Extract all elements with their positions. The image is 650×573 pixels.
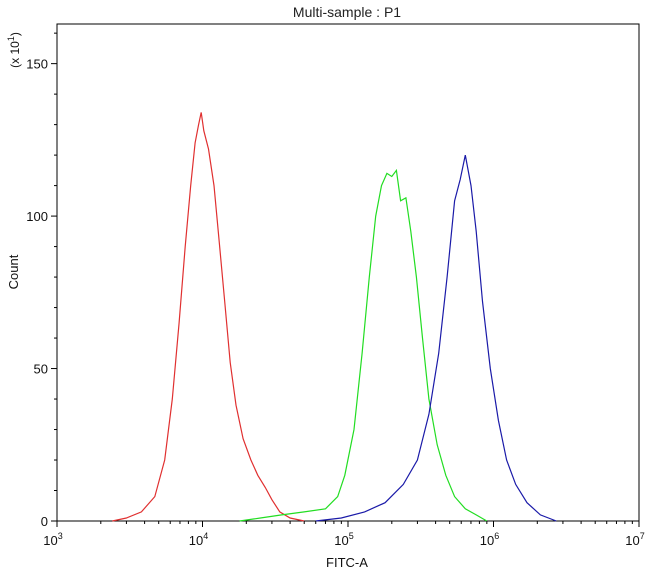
x-axis-ticks: 103 104 105 106 107 — [43, 521, 645, 548]
y-tick-label: 100 — [26, 209, 48, 224]
y-axis-label: Count — [6, 254, 21, 289]
y-axis-unit-label: (x 101) — [6, 32, 22, 68]
y-tick-label: 0 — [41, 514, 48, 529]
y-tick-label: 50 — [34, 362, 48, 377]
x-tick-label: 104 — [189, 531, 208, 548]
x-tick-label: 107 — [625, 531, 644, 548]
series-line-2 — [239, 168, 488, 522]
y-axis-ticks: 0 50 100 150 — [26, 32, 57, 529]
y-tick-label: 150 — [26, 57, 48, 72]
x-tick-label: 105 — [334, 531, 353, 548]
x-axis-label: FITC-A — [326, 555, 368, 570]
series-layer — [112, 112, 557, 522]
x-tick-label: 106 — [480, 531, 499, 548]
series-line-1 — [112, 112, 305, 522]
series-line-3 — [315, 154, 557, 522]
x-tick-label: 103 — [43, 531, 62, 548]
chart-title: Multi-sample : P1 — [293, 4, 401, 20]
plot-area — [56, 23, 640, 522]
